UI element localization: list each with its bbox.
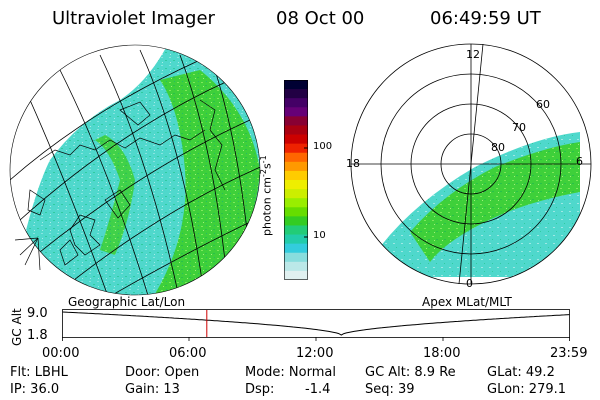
colorbar-swatch [284, 270, 308, 280]
x-tick-1200: 12:00 [296, 346, 334, 361]
app-title: Ultraviolet Imager [52, 8, 215, 29]
altitude-plot [62, 309, 570, 341]
geographic-image-panel [9, 44, 261, 296]
colorbar-swatch [284, 198, 308, 208]
x-tick-2359: 23:59 [550, 346, 588, 361]
pole-lines [14, 237, 41, 271]
info-ip: IP: 36.0 [10, 382, 60, 397]
colorbar-swatch [284, 152, 308, 163]
alt-plot-ylabel: GC Alt [10, 308, 24, 346]
colorbar-swatch [284, 252, 308, 263]
colorbar-tick-100: 100 [313, 141, 333, 152]
mlat-label-80: 80 [491, 141, 505, 154]
colorbar-swatch [284, 134, 308, 145]
mlt-label-12: 12 [466, 48, 480, 61]
colorbar-swatch [284, 143, 308, 154]
colorbar-swatch [284, 80, 308, 90]
colorbar-swatch [284, 161, 308, 172]
colorbar-swatch [284, 207, 308, 217]
colorbar-unit-label: photon cm-2s-1 [259, 155, 274, 236]
globe-unlit-region [10, 45, 170, 295]
info-seq: Seq: 39 [365, 382, 415, 397]
header-date: 08 Oct 00 [276, 8, 365, 29]
coastlines [27, 99, 226, 266]
left-panel-caption: Geographic Lat/Lon [68, 295, 186, 309]
info-glat: GLat: 49.2 [487, 365, 555, 380]
polar-grid [350, 43, 592, 285]
polar-aurora-oval [410, 142, 580, 262]
polar-mlt-panel [335, 42, 600, 292]
alt-plot-ymax: 9.0 [27, 306, 48, 321]
colorbar-swatch [284, 189, 308, 199]
colorbar-swatch [284, 170, 308, 181]
colorbar-swatch [284, 261, 308, 272]
info-gc-alt: GC Alt: 8.9 Re [365, 365, 456, 380]
info-filter: Flt: LBHL [10, 365, 68, 380]
colorbar-swatch [284, 225, 308, 236]
info-mode: Mode: Normal [245, 365, 336, 380]
colorbar [284, 80, 308, 280]
x-tick-0600: 06:00 [169, 346, 207, 361]
info-glon: GLon: 279.1 [487, 382, 567, 397]
mlat-label-70: 70 [512, 121, 526, 134]
colorbar-swatch [284, 180, 308, 190]
mlt-label-18: 18 [346, 157, 360, 170]
colorbar-swatch [284, 98, 308, 108]
right-panel-caption: Apex MLat/MLT [422, 295, 512, 309]
colorbar-swatch [284, 125, 308, 136]
info-dsp-value: -1.4 [305, 382, 331, 397]
colorbar-swatch [284, 89, 308, 99]
altitude-curve [62, 311, 570, 336]
mlat-label-60: 60 [536, 98, 550, 111]
mlt-label-6: 6 [576, 155, 583, 168]
info-dsp-label: Dsp: [245, 382, 275, 397]
colorbar-swatch [284, 216, 308, 227]
info-door: Door: Open [125, 365, 200, 380]
colorbar-swatch [284, 107, 308, 117]
x-tick-1800: 18:00 [423, 346, 461, 361]
mlt-label-0: 0 [466, 277, 473, 290]
info-gain: Gain: 13 [125, 382, 180, 397]
alt-plot-ymin: 1.8 [27, 328, 48, 343]
colorbar-tick-10: 10 [313, 230, 326, 241]
header-time: 06:49:59 UT [430, 8, 541, 29]
colorbar-swatch [284, 116, 308, 127]
colorbar-swatch [284, 234, 308, 245]
colorbar-swatch [284, 243, 308, 254]
x-tick-0000: 00:00 [42, 346, 80, 361]
